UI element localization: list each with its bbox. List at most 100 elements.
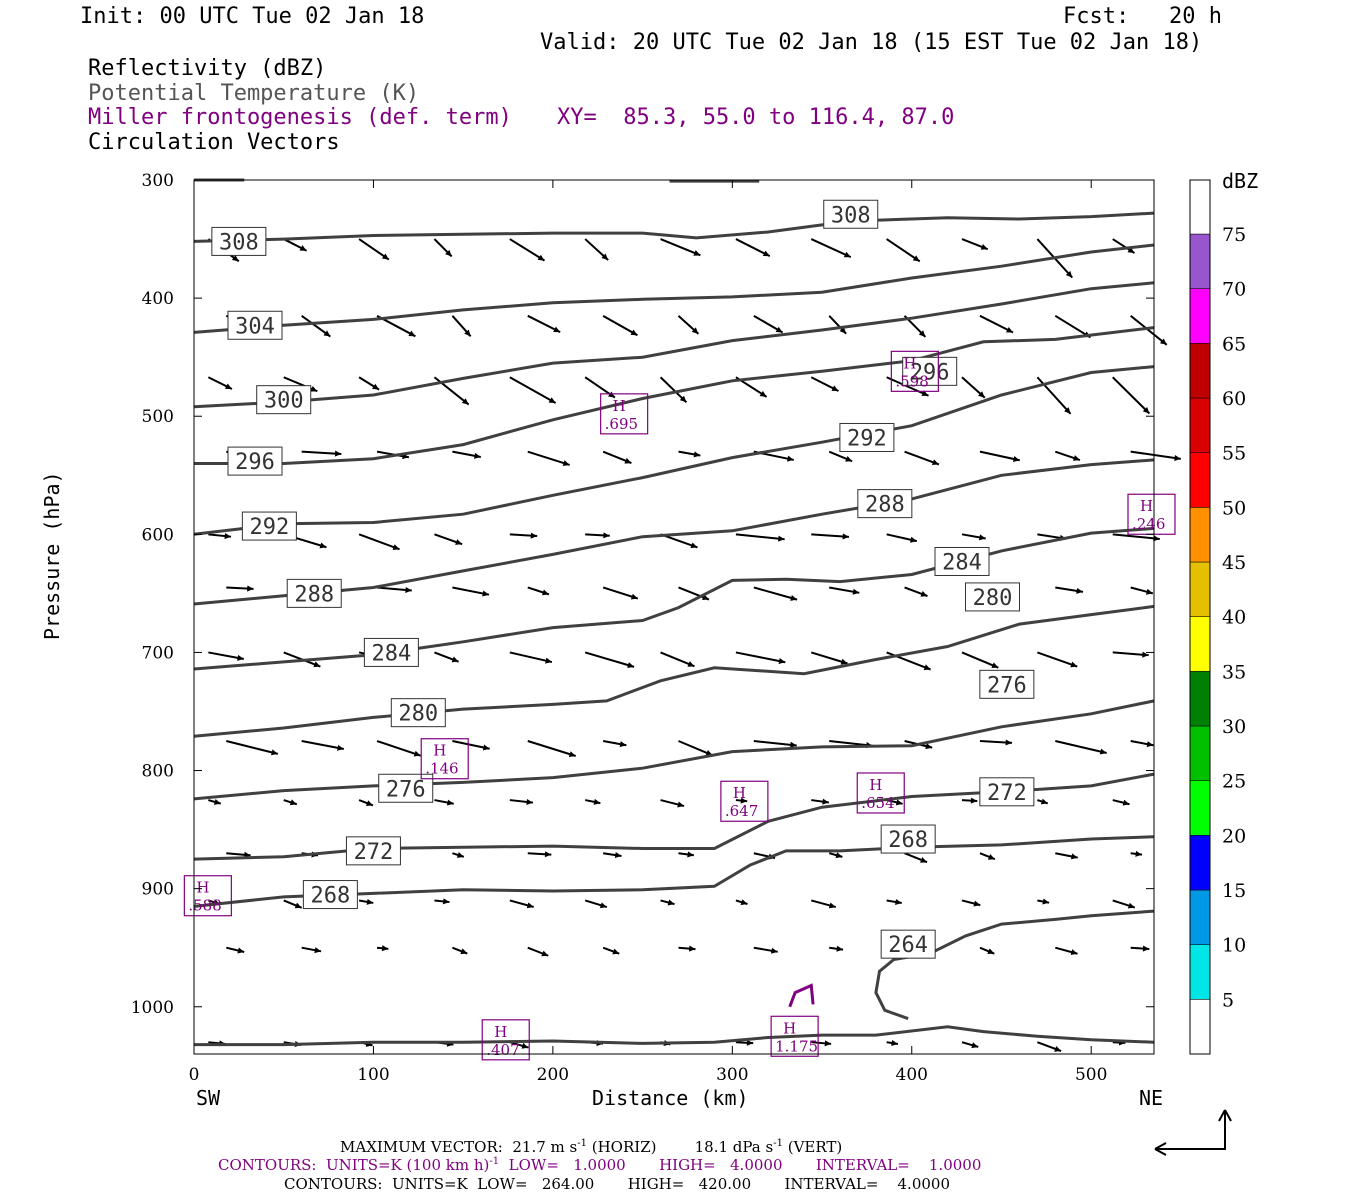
isentrope-label-box: [857, 489, 913, 519]
frontogenesis-max-value: .695: [605, 415, 638, 433]
frontogenesis-max-value: .146: [425, 760, 458, 778]
vector-arrowhead: [381, 945, 389, 952]
circulation-vector: [509, 651, 553, 664]
vector-arrowhead: [978, 391, 985, 398]
colorbar-level-label: 25: [1222, 771, 1246, 793]
circulation-vector: [1054, 314, 1092, 339]
vector-arrowhead: [442, 898, 450, 905]
vector-arrowhead: [688, 945, 696, 952]
vector-arrowhead: [445, 249, 452, 257]
vector-arrowhead: [679, 395, 687, 403]
isentrope-label-box: [934, 546, 990, 576]
circulation-vector: [527, 450, 570, 466]
frontogenesis-max-value: .598: [895, 372, 928, 390]
reflectivity-colorbar: 5 10 15 20 25 30 35 40 45 50 55 60 65 70 75: [1189, 179, 1246, 1055]
vector-arrowhead: [313, 661, 321, 668]
colorbar-level-label: 10: [1222, 935, 1246, 957]
circulation-vector: [979, 450, 1021, 462]
isentrope-264-branch: [874, 909, 1155, 1021]
isentrope-label-box: [256, 385, 312, 415]
isentrope-contours: [193, 178, 1155, 1047]
header-valid: Valid: 20 UTC Tue 02 Jan 18 (15 EST Tue …: [540, 30, 1203, 55]
vector-arrowhead: [1042, 898, 1050, 905]
isentrope-label-276: 276: [987, 673, 1027, 698]
isentrope-288: [193, 458, 1155, 606]
vector-arrowhead: [1159, 338, 1167, 345]
vector-arrowhead: [599, 902, 607, 909]
colorbar-swatch: [1189, 780, 1211, 836]
plot-frame: [193, 179, 1155, 1055]
vector-arrowhead: [910, 536, 917, 543]
frontogenesis-max-box: [183, 875, 232, 917]
circulation-vector: [1037, 651, 1078, 668]
isentrope-308: [193, 211, 1155, 243]
circulation-vectors: [207, 238, 1181, 1052]
vector-arrowhead: [619, 741, 627, 748]
vector-arrowhead: [1076, 587, 1083, 594]
header-init: Init: 00 UTC Tue 02 Jan 18: [80, 4, 425, 29]
y-tick-label: 600: [142, 525, 174, 545]
vector-arrowhead: [541, 589, 549, 596]
vector-arrowhead: [224, 383, 232, 389]
vector-arrowhead: [1142, 945, 1150, 952]
isentrope-label-box: [902, 356, 958, 386]
circulation-vector: [961, 651, 999, 669]
y-tick-label: 900: [142, 880, 174, 900]
circulation-vector: [886, 376, 929, 397]
circulation-vector: [301, 740, 344, 750]
colorbar-swatch: [1189, 233, 1211, 289]
vector-arrowhead: [541, 950, 549, 957]
isentrope-label-284: 284: [372, 641, 412, 666]
vector-arrowhead: [762, 250, 770, 257]
isentrope-label-268: 268: [888, 828, 928, 853]
vector-arrowhead: [366, 898, 374, 905]
vector-arrowhead: [1040, 798, 1048, 805]
colorbar-swatch: [1189, 288, 1211, 344]
vector-arrowhead: [544, 851, 552, 858]
vector-arrowhead: [920, 590, 928, 597]
circulation-vector: [810, 651, 848, 665]
vector-arrowhead: [213, 798, 221, 805]
frontogenesis-contour: [788, 983, 815, 1008]
isentrope-label-box: [345, 836, 401, 866]
vector-arrowhead: [987, 854, 995, 860]
vector-arrowhead: [526, 902, 534, 909]
vector-arrowhead: [835, 852, 843, 859]
vector-arrowhead: [231, 255, 239, 262]
circulation-vector: [301, 450, 342, 455]
vector-arrowhead: [775, 326, 783, 333]
isentrope-label-box: [363, 637, 419, 667]
frontogenesis-maxima: H.695H.598H.246H.146H.647H.654H.588H.407…: [183, 350, 1176, 1061]
vector-arrowhead: [337, 744, 344, 751]
vector-arrowhead: [381, 253, 389, 260]
cross-section-xy: XY= 85.3, 55.0 to 116.4, 87.0: [557, 105, 955, 130]
colorbar-level-label: 40: [1222, 607, 1246, 629]
isentrope-labels: 308 308 304 300 296 296 292 292 288 288 284 284 280 2…: [211, 199, 1035, 959]
vector-arrowhead: [740, 899, 748, 906]
isentrope-label-288: 288: [294, 582, 334, 607]
circulation-vector: [452, 740, 490, 750]
isentrope-label-304: 304: [235, 314, 275, 339]
colorbar-swatch: [1189, 179, 1211, 235]
vector-arrowhead: [978, 534, 986, 541]
circulation-vector: [1130, 450, 1181, 460]
vector-arrowhead: [687, 661, 695, 667]
vector-arrowhead: [334, 450, 342, 457]
colorbar-level-label: 30: [1222, 716, 1246, 738]
isentrope-296: [194, 326, 1155, 465]
vector-arrowhead: [1174, 454, 1181, 461]
y-tick-label: 400: [142, 289, 174, 309]
colorbar-swatch: [1189, 616, 1211, 672]
frontogenesis-contours: [788, 983, 815, 1008]
frontogenesis-max-label: H: [733, 784, 746, 802]
colorbar-unit: dBZ: [1222, 169, 1259, 193]
frontogenesis-max-value: 1.175: [775, 1037, 818, 1055]
vector-arrowhead: [630, 329, 638, 336]
isentrope-label-308: 308: [219, 230, 259, 255]
vector-arrowhead: [608, 391, 615, 398]
circulation-vector: [602, 314, 638, 337]
vector-arrowhead: [921, 390, 929, 396]
circulation-vector: [735, 238, 771, 258]
vector-arrowhead: [842, 533, 849, 540]
